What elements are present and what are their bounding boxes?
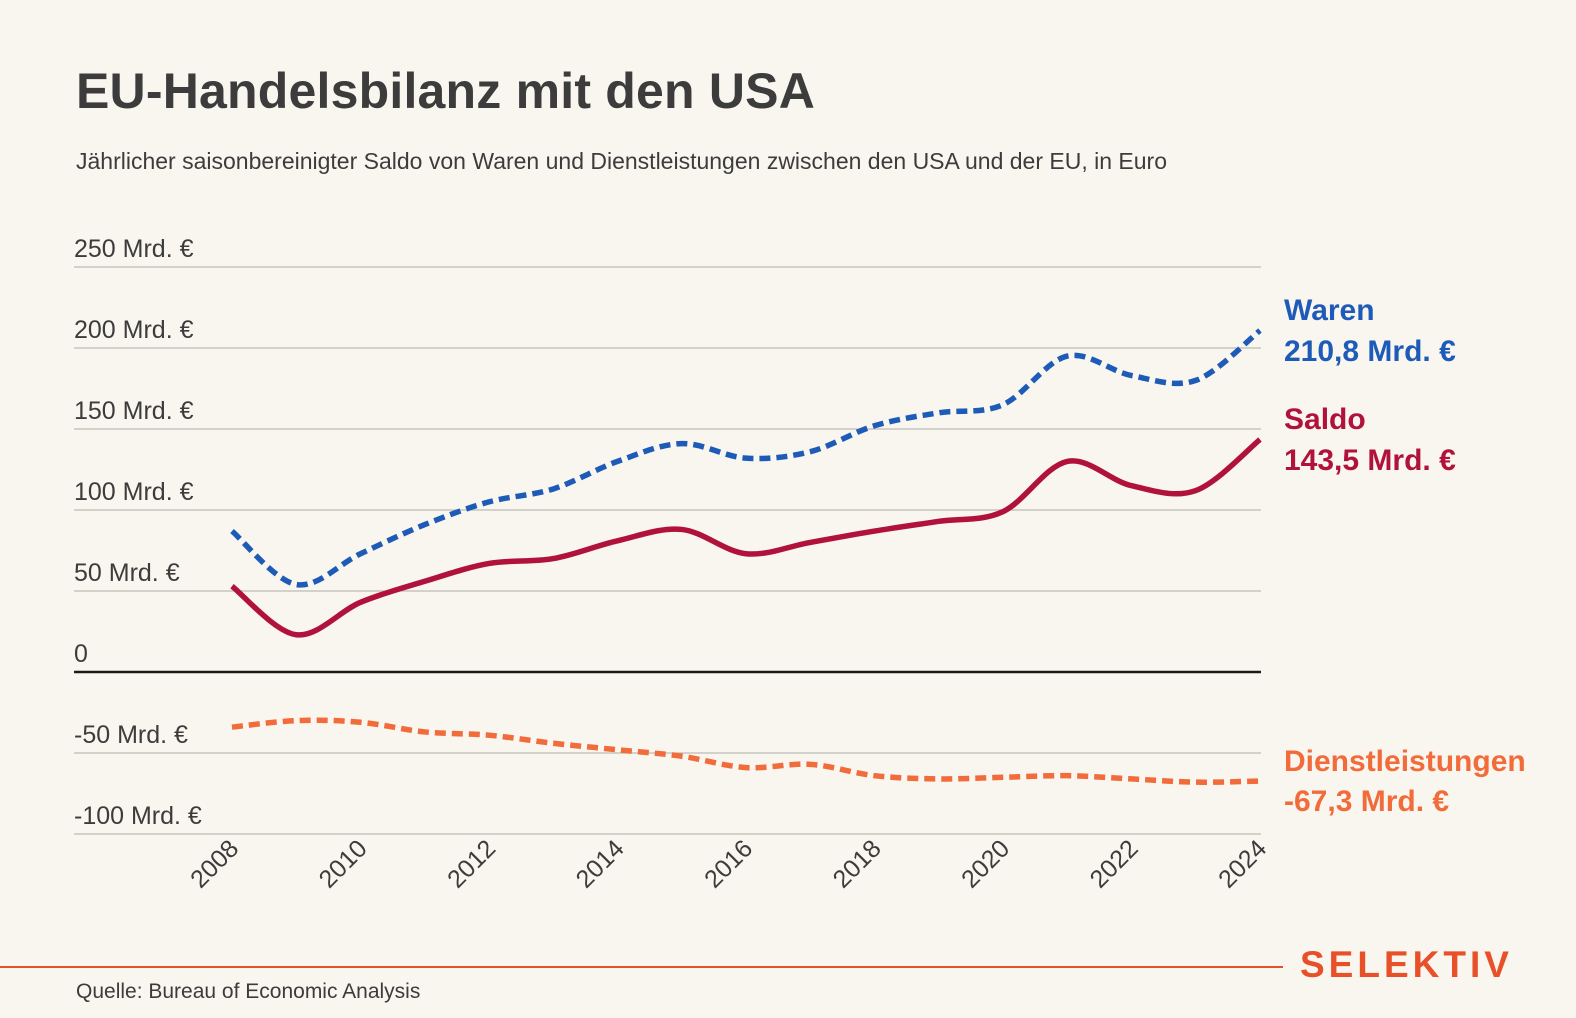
- chart: 250 Mrd. € 200 Mrd. € 150 Mrd. € 100 Mrd. €…: [74, 235, 1526, 894]
- source-note: Quelle: Bureau of Economic Analysis: [76, 980, 421, 1003]
- series-end-value-label: -67,3 Mrd. €: [1284, 785, 1449, 818]
- x-tick-label: 2010: [314, 834, 373, 893]
- series-end-labels: Waren 210,8 Mrd. € Saldo 143,5 Mrd. € Dienst…: [1284, 294, 1526, 818]
- x-tick-label: 2008: [185, 834, 244, 893]
- x-tick-label: 2020: [956, 834, 1015, 893]
- brand-logo: SELEKTIV: [1300, 944, 1513, 985]
- y-tick-label: 50 Mrd. €: [74, 559, 180, 587]
- series-line-saldo: [230, 437, 1262, 638]
- y-tick-label: 150 Mrd. €: [74, 397, 194, 425]
- page-title: EU-Handelsbilanz mit den USA: [76, 63, 816, 119]
- x-tick-label: 2024: [1213, 834, 1272, 893]
- x-tick-label: 2012: [442, 834, 501, 893]
- y-tick-label: 0: [74, 640, 88, 668]
- x-tick-label: 2016: [699, 834, 758, 893]
- x-tick-label: 2022: [1085, 834, 1144, 893]
- series-end-value-label: 143,5 Mrd. €: [1284, 444, 1456, 477]
- x-tick-label: 2014: [571, 834, 630, 893]
- y-tick-label: 100 Mrd. €: [74, 478, 194, 506]
- y-tick-label: -100 Mrd. €: [74, 802, 202, 830]
- y-tick-label: -50 Mrd. €: [74, 721, 188, 749]
- series-line-waren: [230, 328, 1262, 588]
- footer-divider: [0, 966, 1283, 968]
- x-axis-labels: 2008 2010 2012 2014 2016 2018 2020 2022 2024: [185, 834, 1272, 893]
- series-line-dienstleistungen: [231, 717, 1261, 785]
- series-name-label: Saldo: [1284, 403, 1366, 436]
- page-subtitle: Jährlicher saisonbereinigter Saldo von W…: [76, 148, 1167, 174]
- series-name-label: Dienstleistungen: [1284, 745, 1526, 778]
- y-tick-label: 200 Mrd. €: [74, 316, 194, 344]
- y-tick-label: 250 Mrd. €: [74, 235, 194, 263]
- y-axis-labels: 250 Mrd. € 200 Mrd. € 150 Mrd. € 100 Mrd. €…: [74, 235, 202, 830]
- series-end-value-label: 210,8 Mrd. €: [1284, 335, 1456, 368]
- series-name-label: Waren: [1284, 294, 1375, 327]
- x-tick-label: 2018: [828, 834, 887, 893]
- grid-lines: [74, 266, 1261, 835]
- series-lines: [230, 328, 1262, 785]
